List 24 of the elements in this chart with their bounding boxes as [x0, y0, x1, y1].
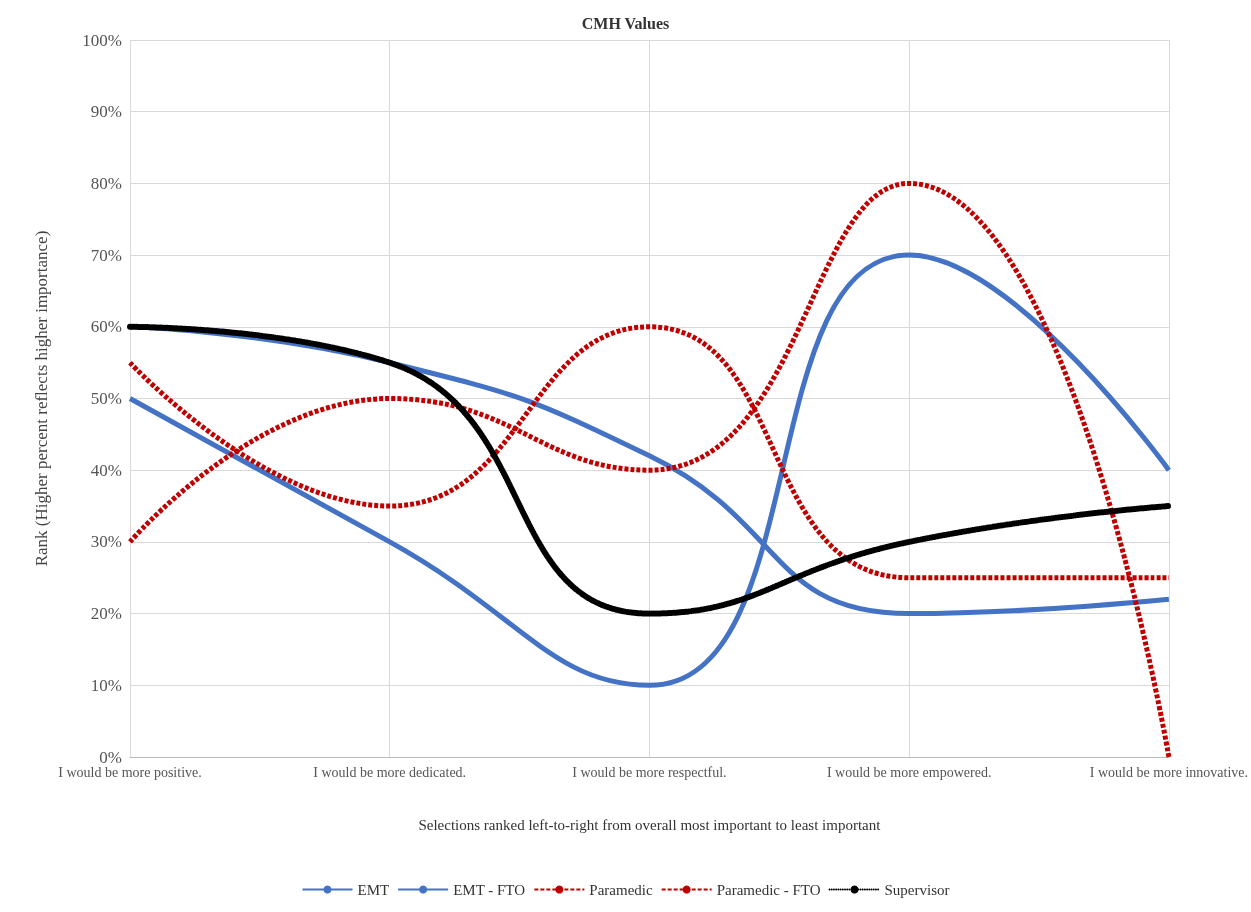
y-tick-label: 80% — [90, 173, 122, 193]
y-tick-label: 40% — [90, 460, 122, 480]
x-axis-title: Selections ranked left-to-right from overall most important to least important — [418, 816, 882, 833]
y-tick-label: 60% — [90, 317, 122, 337]
chart-title: CMH Values — [581, 14, 670, 32]
legend-label: EMT — [357, 881, 390, 898]
x-tick-label: I would be more respectful. — [572, 764, 727, 780]
y-tick-label: 90% — [90, 102, 122, 122]
y-tick-label: 20% — [90, 604, 122, 624]
legend-label: EMT - FTO — [453, 881, 526, 898]
x-tick-label: I would be more positive. — [58, 764, 202, 780]
y-tick-label: 10% — [90, 675, 122, 695]
legend-label: Paramedic - FTO — [716, 881, 821, 898]
y-tick-label: 0% — [99, 747, 122, 767]
y-axis-title: Rank (Higher percent reflects higher importance) — [32, 230, 51, 567]
y-tick-label: 30% — [90, 532, 122, 552]
x-tick-label: I would be more empowered. — [826, 764, 992, 780]
x-tick-label: I would be more innovative. — [1089, 764, 1249, 780]
y-tick-label: 70% — [90, 245, 122, 265]
legend-label: Supervisor — [884, 881, 950, 898]
y-tick-label: 100% — [82, 30, 122, 50]
legend-label: Paramedic — [589, 881, 654, 898]
x-tick-label: I would be more dedicated. — [313, 764, 467, 780]
y-tick-label: 50% — [90, 389, 122, 408]
